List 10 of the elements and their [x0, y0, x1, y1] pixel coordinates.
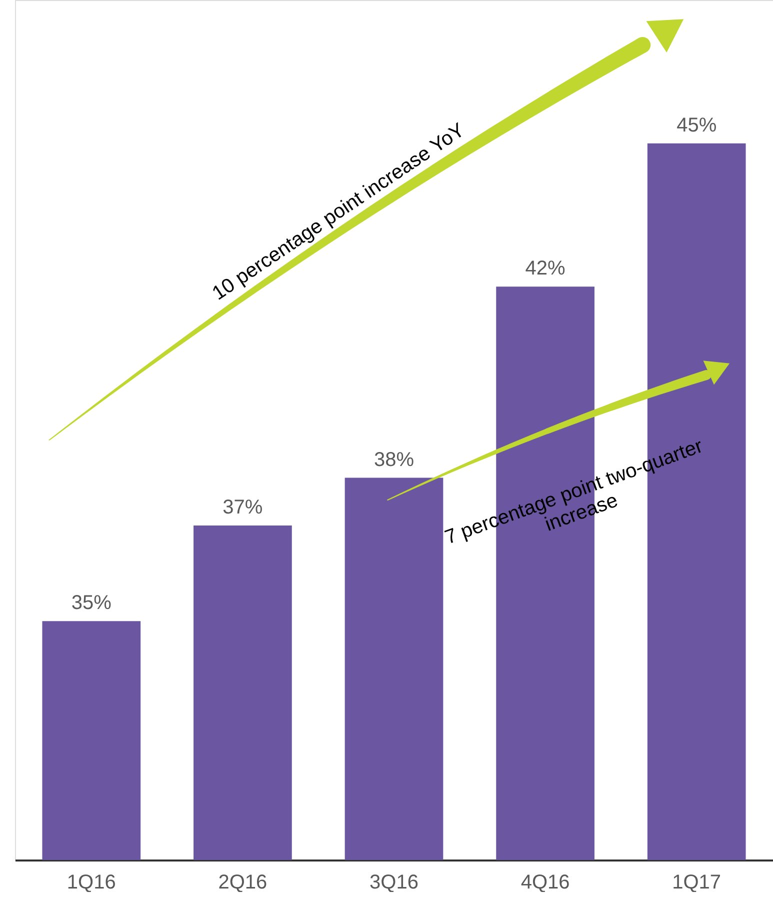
data-label: 37% [222, 496, 263, 519]
x-tick-label: 1Q17 [672, 872, 722, 894]
x-tick-label: 3Q16 [370, 872, 418, 894]
data-label: 38% [374, 448, 414, 471]
x-tick-label: 2Q16 [218, 872, 268, 894]
data-label: 45% [676, 114, 717, 136]
data-label: 35% [71, 592, 112, 614]
x-tick-label: 4Q16 [520, 872, 570, 894]
x-tick-label: 1Q16 [66, 872, 116, 894]
data-label: 42% [525, 258, 566, 280]
